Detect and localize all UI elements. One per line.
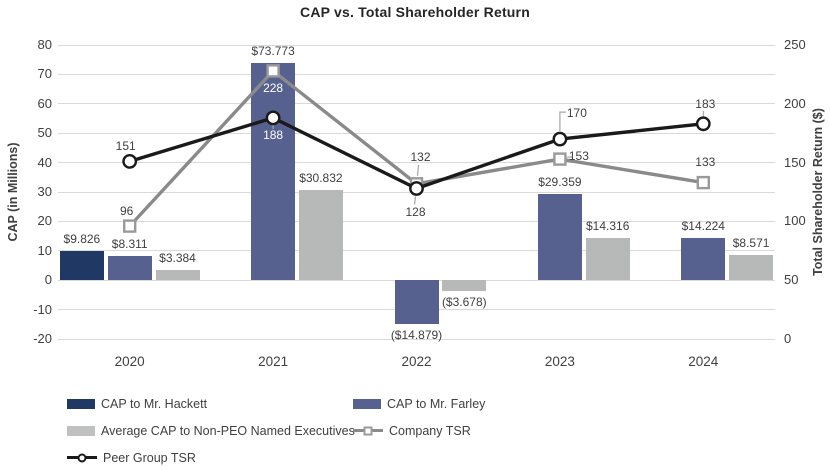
right-axis-tick-label: 200 [784, 95, 806, 111]
left-axis-tick-label: 0 [44, 272, 52, 288]
tsr-value-label: 188 [263, 127, 284, 142]
tsr-value-label: 128 [405, 204, 426, 219]
right-axis-tick-label: 150 [784, 154, 806, 170]
square-marker-icon [363, 426, 373, 435]
tsr-value-label: 228 [263, 80, 284, 95]
bar [394, 280, 439, 324]
bar-value-label: ($14.879) [390, 327, 443, 342]
gridline [58, 44, 775, 46]
gridline [58, 103, 775, 105]
bar [155, 270, 200, 281]
tsr-value-label: 96 [120, 204, 134, 219]
bar-value-label: $29.359 [538, 174, 582, 189]
bar [442, 280, 487, 291]
legend-label: Peer Group TSR [103, 450, 196, 465]
legend-bar-swatch [67, 425, 95, 436]
left-axis-tick-label: 70 [37, 66, 52, 82]
legend-label: CAP to Mr. Hackett [101, 396, 208, 411]
legend-bar-swatch [353, 398, 381, 409]
bar [59, 251, 104, 281]
x-axis-label: 2021 [258, 354, 289, 369]
bar [537, 193, 582, 281]
left-axis-tick-label: 50 [37, 125, 52, 141]
circle-marker [552, 131, 568, 147]
label-leader-line [416, 164, 420, 176]
circle-marker [409, 181, 424, 196]
bar [107, 255, 152, 281]
bar [298, 189, 343, 281]
tsr-value-label: 151 [115, 139, 136, 154]
gridline [58, 191, 775, 193]
square-marker [409, 177, 424, 191]
square-marker [696, 175, 710, 190]
legend: CAP to Mr. Hackett CAP to Mr. Farley Avera… [67, 390, 767, 470]
legend-label: CAP to Mr. Farley [387, 396, 486, 411]
x-axis-label: 2023 [544, 354, 575, 369]
legend-item-peer-group-tsr: Peer Group TSR [67, 444, 196, 470]
left-axis-tick-label: 80 [37, 37, 52, 52]
tsr-value-label: 133 [695, 154, 716, 169]
tsr-value-label: 170 [566, 106, 587, 121]
bar-value-label: $73.773 [251, 44, 295, 59]
legend-item-company-tsr: Company TSR [353, 417, 471, 444]
left-axis-tick-label: 40 [37, 154, 52, 170]
legend-item-cap-to-mr-farley: CAP to Mr. Farley [353, 390, 485, 417]
x-axis-label: 2022 [401, 354, 432, 369]
tsr-value-label: 153 [568, 149, 589, 164]
x-axis-label: 2024 [688, 354, 719, 369]
right-axis-tick-label: 100 [784, 213, 806, 229]
x-axis-label: 2020 [114, 354, 145, 369]
label-leader-line [413, 196, 417, 205]
legend-bar-swatch [67, 398, 95, 409]
bar-value-label: $8.571 [732, 236, 770, 250]
gridline [58, 338, 775, 340]
legend-row: Peer Group TSR [67, 444, 767, 470]
bar-value-label: $8.311 [111, 236, 148, 251]
tsr-value-label: 183 [695, 96, 716, 111]
company-tsr-line [128, 69, 704, 228]
bar [729, 255, 774, 281]
legend-row: Average CAP to Non-PEO Named Executives C… [67, 417, 767, 444]
bar-value-label: $9.826 [63, 232, 101, 247]
bar-value-label: $30.832 [299, 170, 343, 185]
legend-item-average-cap-to-non-peo-named-executives: Average CAP to Non-PEO Named Executives [67, 417, 355, 444]
left-axis-tick-label: 30 [37, 184, 52, 199]
right-axis-tick-label: 50 [784, 272, 799, 288]
bar-value-label: $3.384 [159, 251, 196, 266]
circle-marker-icon [77, 453, 87, 462]
chart-title: CAP vs. Total Shareholder Return [300, 4, 530, 20]
gridline [58, 250, 775, 252]
bar-value-label: $14.316 [585, 219, 630, 234]
legend-item-cap-to-mr-hackett: CAP to Mr. Hackett [67, 390, 207, 417]
right-axis-title: Total Shareholder Return ($) [811, 108, 825, 276]
legend-row: CAP to Mr. Hackett CAP to Mr. Farley [67, 390, 767, 417]
bar-value-label: $14.224 [681, 219, 725, 234]
bar [681, 238, 726, 281]
legend-line-swatch [67, 451, 97, 464]
tsr-value-label: 132 [410, 149, 431, 164]
left-axis-tick-label: 10 [37, 242, 52, 258]
bar-value-label: ($3.678) [441, 295, 487, 309]
legend-label: Company TSR [389, 423, 471, 438]
left-axis-tick-label: 20 [37, 213, 52, 229]
left-axis-tick-label: 60 [37, 95, 52, 111]
right-axis-tick-label: 0 [784, 331, 792, 346]
circle-marker [695, 116, 711, 132]
legend-label: Average CAP to Non-PEO Named Executives [101, 423, 355, 438]
bar [585, 238, 630, 281]
gridline [58, 73, 775, 75]
left-axis-tick-label: -10 [33, 301, 52, 317]
legend-line-swatch [353, 424, 383, 437]
square-marker [122, 219, 137, 233]
gridline [58, 132, 775, 134]
right-axis-tick-label: 250 [784, 37, 806, 52]
left-axis-tick-label: -20 [33, 331, 52, 346]
